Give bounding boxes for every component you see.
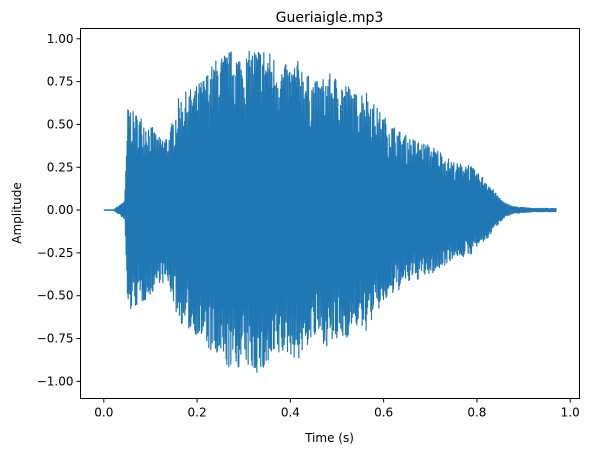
y-tick-label: 1.00	[47, 32, 74, 46]
y-tick-label: −0.25	[37, 246, 74, 260]
x-tick-label: 0.4	[281, 406, 300, 420]
y-tick-label: 0.25	[47, 160, 74, 174]
y-tick-label: −0.50	[37, 289, 74, 303]
axes-frame	[80, 28, 580, 399]
y-tick-label: −1.00	[37, 374, 74, 388]
x-tick-label: 0.0	[94, 406, 113, 420]
plot-area	[103, 50, 557, 373]
chart-title: Gueriaigle.mp3	[276, 10, 384, 26]
y-tick-label: 0.75	[47, 75, 74, 89]
x-axis-ticks: 0.0 0.2 0.4 0.6 0.8 1.0	[94, 398, 580, 420]
x-tick-label: 0.6	[374, 406, 393, 420]
y-tick-label: −0.75	[37, 332, 74, 346]
x-tick-label: 0.8	[467, 406, 486, 420]
x-tick-label: 1.0	[561, 406, 580, 420]
y-axis-ticks: 1.00 0.75 0.50 0.25 0.00 −0.25 −0.50 −0.75 −1.00	[37, 32, 81, 388]
x-axis-label: Time (s)	[304, 431, 354, 445]
y-axis-label: Amplitude	[10, 182, 24, 244]
y-tick-label: 0.50	[47, 117, 74, 131]
waveform-series-line	[103, 50, 557, 373]
y-tick-label: 0.00	[47, 203, 74, 217]
x-tick-label: 0.2	[188, 406, 207, 420]
